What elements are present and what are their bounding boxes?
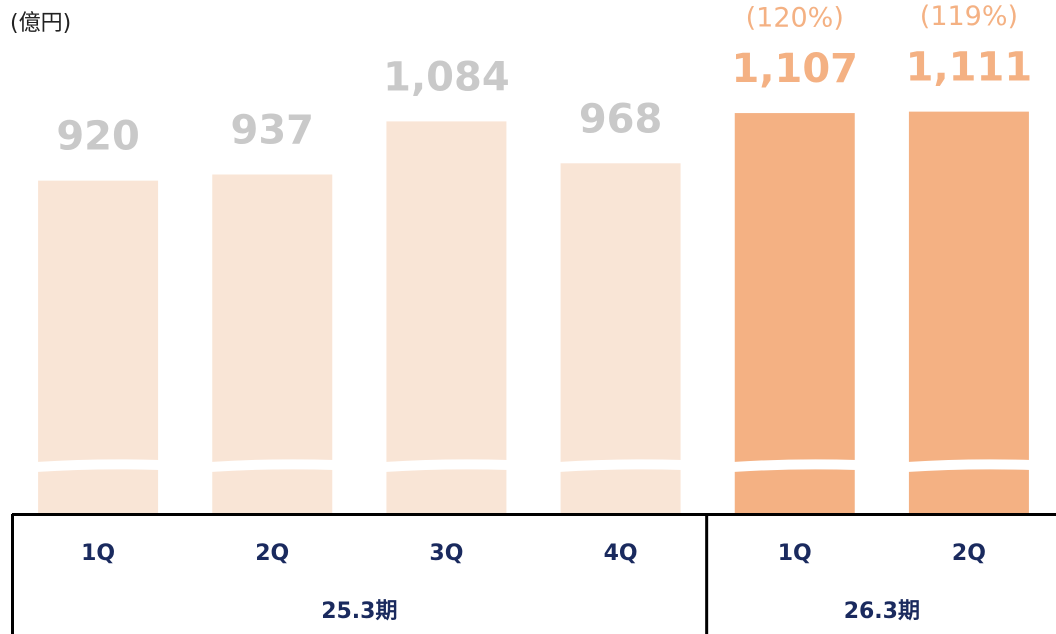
bar	[908, 111, 1029, 514]
x-tick-label: 2Q	[952, 541, 986, 566]
value-label: 1,107	[731, 46, 858, 92]
value-label: 920	[56, 114, 140, 160]
axis-break	[36, 459, 161, 472]
group-label: 26.3期	[844, 599, 920, 624]
annotation: (119%)	[920, 1, 1018, 32]
bar	[386, 121, 507, 513]
axis-break	[210, 459, 335, 472]
value-label: 1,111	[906, 45, 1033, 91]
value-label: 937	[231, 107, 315, 153]
x-tick-label: 1Q	[81, 541, 115, 566]
axis-break	[558, 459, 683, 472]
value-label: 968	[579, 96, 663, 142]
bar	[560, 163, 681, 513]
axis-break	[732, 459, 857, 472]
bar	[38, 180, 159, 514]
x-tick-label: 2Q	[255, 541, 289, 566]
annotation: (120%)	[746, 3, 844, 34]
value-label: 1,084	[383, 54, 510, 100]
bar	[212, 174, 333, 513]
bar	[734, 113, 855, 514]
x-tick-label: 3Q	[429, 541, 463, 566]
axis-break	[384, 459, 509, 472]
x-tick-label: 4Q	[604, 541, 638, 566]
group-label: 25.3期	[321, 599, 397, 624]
axis-break	[906, 459, 1031, 472]
unit-label: (億円)	[10, 11, 71, 36]
x-tick-label: 1Q	[778, 541, 812, 566]
